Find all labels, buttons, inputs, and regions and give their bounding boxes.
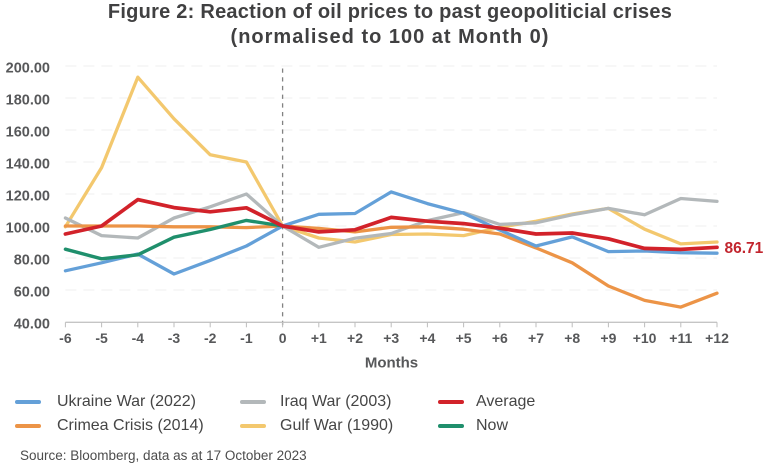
svg-text:60.00: 60.00 [14, 285, 50, 301]
svg-text:+5: +5 [456, 330, 472, 346]
svg-text:+8: +8 [564, 330, 580, 346]
svg-text:86.71: 86.71 [725, 240, 764, 257]
svg-text:-1: -1 [240, 330, 253, 346]
svg-text:+11: +11 [669, 330, 692, 346]
svg-text:-5: -5 [95, 330, 108, 346]
svg-text:+12: +12 [705, 330, 729, 346]
svg-text:+2: +2 [347, 330, 363, 346]
svg-text:+6: +6 [492, 330, 508, 346]
svg-text:Months: Months [365, 355, 418, 372]
svg-text:-6: -6 [59, 330, 72, 346]
svg-text:-2: -2 [204, 330, 217, 346]
svg-text:+1: +1 [311, 330, 327, 346]
svg-text:+4: +4 [419, 330, 435, 346]
svg-text:+10: +10 [633, 330, 657, 346]
svg-text:200.00: 200.00 [6, 61, 50, 77]
svg-text:40.00: 40.00 [14, 317, 50, 333]
svg-text:120.00: 120.00 [6, 189, 50, 205]
svg-text:100.00: 100.00 [6, 221, 50, 237]
svg-text:+7: +7 [528, 330, 544, 346]
svg-text:160.00: 160.00 [6, 125, 50, 141]
svg-text:+9: +9 [600, 330, 616, 346]
svg-text:-3: -3 [168, 330, 181, 346]
svg-text:140.00: 140.00 [6, 157, 50, 173]
svg-text:0: 0 [279, 330, 287, 346]
svg-text:+3: +3 [383, 330, 399, 346]
svg-text:-4: -4 [132, 330, 145, 346]
svg-text:180.00: 180.00 [6, 93, 50, 109]
svg-text:80.00: 80.00 [14, 253, 50, 269]
